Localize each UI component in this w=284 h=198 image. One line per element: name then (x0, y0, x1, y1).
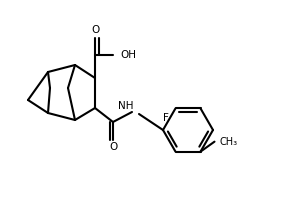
Text: OH: OH (120, 50, 136, 60)
Text: NH: NH (118, 101, 134, 111)
Text: O: O (109, 142, 117, 152)
Text: F: F (162, 113, 168, 123)
Text: O: O (91, 25, 99, 35)
Text: CH₃: CH₃ (220, 137, 238, 147)
